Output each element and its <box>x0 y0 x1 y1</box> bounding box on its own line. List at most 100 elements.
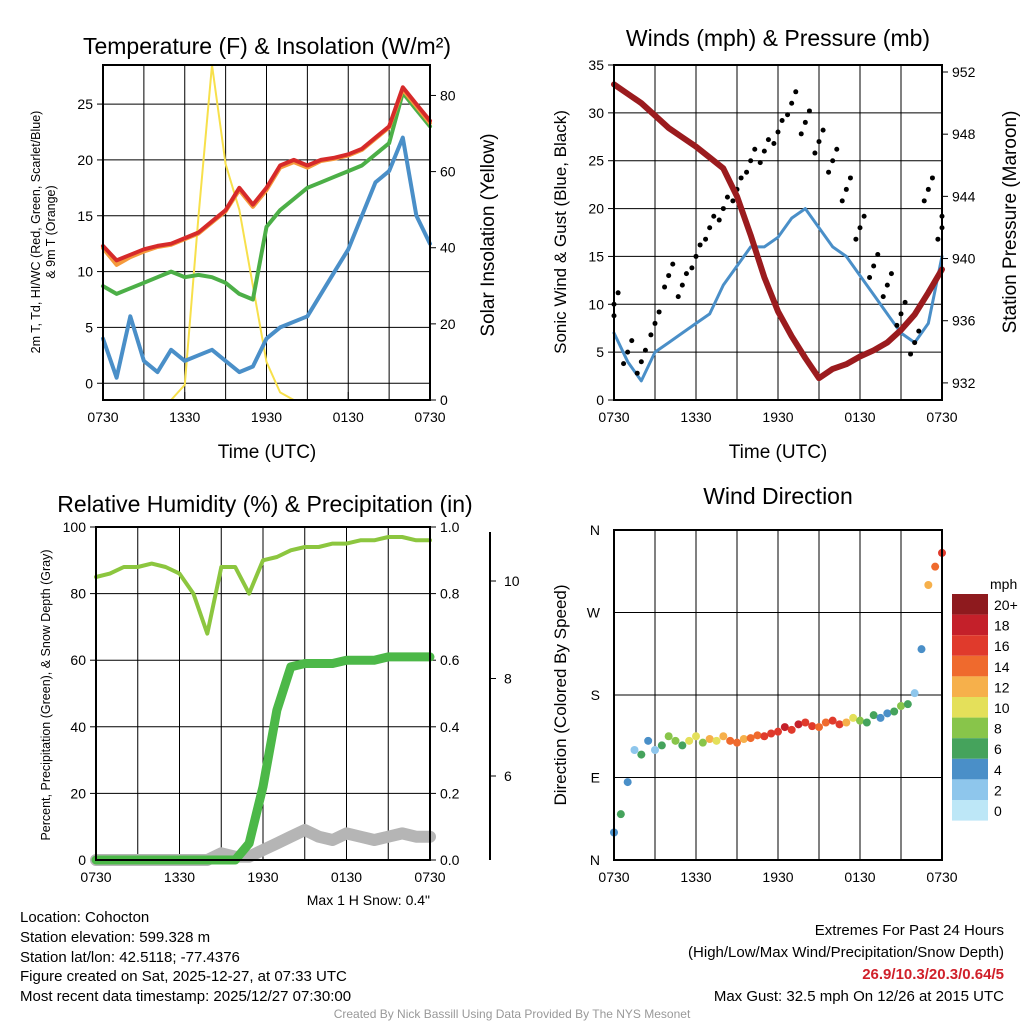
dir-y-tick-label: N <box>590 852 600 868</box>
extremes-subtitle: (High/Low/Max Wind/Precipitation/Snow De… <box>688 944 1004 961</box>
legend-swatch <box>952 635 988 656</box>
direction-point <box>876 713 885 722</box>
wind-y2-tick-label: 944 <box>952 188 976 204</box>
dir-y-tick-label: S <box>591 687 600 703</box>
wind-y2-tick-label: 936 <box>952 313 976 329</box>
gust-point <box>638 359 644 365</box>
temp-y2-tick-label: 80 <box>440 87 456 103</box>
direction-point <box>801 718 810 727</box>
wind-x-tick-label: 1330 <box>680 409 711 425</box>
direction-point <box>623 778 632 787</box>
gust-point <box>902 299 908 305</box>
gust-point <box>642 347 648 353</box>
gust-point <box>738 175 744 181</box>
gust-point <box>806 108 812 114</box>
gust-point <box>752 146 758 152</box>
direction-point <box>685 736 694 745</box>
gust-point <box>779 118 785 124</box>
dir-y-tick-label: W <box>587 605 601 621</box>
gust-point <box>625 349 631 355</box>
temp-y-label-2: & 9m T (Orange) <box>44 185 58 278</box>
direction-point <box>780 723 789 732</box>
gust-point <box>662 284 668 290</box>
temp-y-tick-label: 0 <box>85 375 93 391</box>
legend-swatch <box>952 800 988 821</box>
wind-y-tick-label: 35 <box>588 57 604 73</box>
gust-point <box>826 169 832 175</box>
gust-point <box>898 311 904 317</box>
legend-label: 6 <box>994 741 1002 757</box>
gust-point <box>853 236 859 242</box>
legend-swatch <box>952 594 988 615</box>
legend-swatch <box>952 655 988 677</box>
gust-point <box>683 271 689 277</box>
temp-y-tick-label: 5 <box>85 319 93 335</box>
wind-chart-title: Winds (mph) & Pressure (mb) <box>626 25 930 51</box>
direction-point <box>835 720 844 729</box>
temp-y2-tick-label: 20 <box>440 316 456 332</box>
temperature-series <box>101 85 432 263</box>
gust-point <box>916 328 922 334</box>
dir-y-tick-label: N <box>590 522 600 538</box>
dir-x-tick-label: 1930 <box>762 869 793 885</box>
rh-plot-area: 0730 1330 1930 0130 07300204060801000.00.20.… <box>63 519 520 885</box>
direction-point <box>733 738 741 747</box>
gust-point <box>775 129 781 135</box>
rh-y-tick-label: 100 <box>63 519 87 535</box>
direction-point <box>787 725 796 734</box>
temp-y-label: 2m T, Td, HI/WC (Red, Green, Scarlet/Blu… <box>29 111 43 354</box>
gust-point <box>675 294 681 300</box>
direction-point <box>637 750 646 759</box>
gust-point <box>935 236 941 242</box>
legend-label: 20+ <box>994 597 1018 613</box>
direction-point <box>917 645 926 654</box>
rh-y-tick-label: 20 <box>70 785 86 801</box>
direction-point <box>910 689 919 698</box>
rh-x-tick-label: 0730 <box>80 869 111 885</box>
sonic-wind-series <box>612 207 944 383</box>
gust-point <box>689 265 695 271</box>
rh-x-tick-label: 1330 <box>164 869 195 885</box>
gust-point <box>761 148 767 154</box>
temp-x-tick-label: 0730 <box>87 409 118 425</box>
legend-label: 8 <box>994 721 1002 737</box>
legend-title: mph <box>990 576 1017 592</box>
dir-chart-title: Wind Direction <box>703 483 853 509</box>
direction-point <box>664 732 673 741</box>
gust-point <box>880 294 886 300</box>
gust-point <box>711 213 717 219</box>
direction-point <box>678 741 687 750</box>
gust-point <box>744 169 750 175</box>
temp-x-tick-label: 1930 <box>251 409 282 425</box>
rh-y-tick-label: 60 <box>70 652 86 668</box>
gust-point <box>666 273 672 279</box>
gust-point <box>720 206 726 212</box>
temp-y-tick-label: 15 <box>77 208 93 224</box>
direction-point <box>869 711 878 720</box>
direction-point <box>719 732 728 741</box>
gust-point <box>703 236 709 242</box>
dir-x-tick-label: 1330 <box>680 869 711 885</box>
gust-point <box>912 340 918 346</box>
direction-point <box>739 735 748 743</box>
gust-point <box>884 282 890 288</box>
wind-y2-tick-label: 948 <box>952 126 976 142</box>
wind-y2-label: Station Pressure (Maroon) <box>1000 111 1021 334</box>
direction-point <box>753 731 762 740</box>
direction-point <box>856 716 864 725</box>
dewpoint-series <box>101 90 432 302</box>
direction-point <box>849 713 858 722</box>
legend-swatch <box>952 676 988 697</box>
direction-point <box>883 709 892 718</box>
gust-point <box>812 150 818 156</box>
wind-x-tick-label: 0130 <box>844 409 875 425</box>
gust-point <box>830 158 836 164</box>
direction-point <box>692 732 700 741</box>
wind-y-tick-label: 5 <box>596 344 604 360</box>
info-elevation: Station elevation: 599.328 m <box>20 929 210 946</box>
rh-y2-tick-label: 0.6 <box>440 652 460 668</box>
direction-point <box>897 702 905 710</box>
temp-y2-tick-label: 0 <box>440 392 448 408</box>
relative-humidity-series <box>94 535 432 636</box>
gust-point <box>771 140 777 146</box>
